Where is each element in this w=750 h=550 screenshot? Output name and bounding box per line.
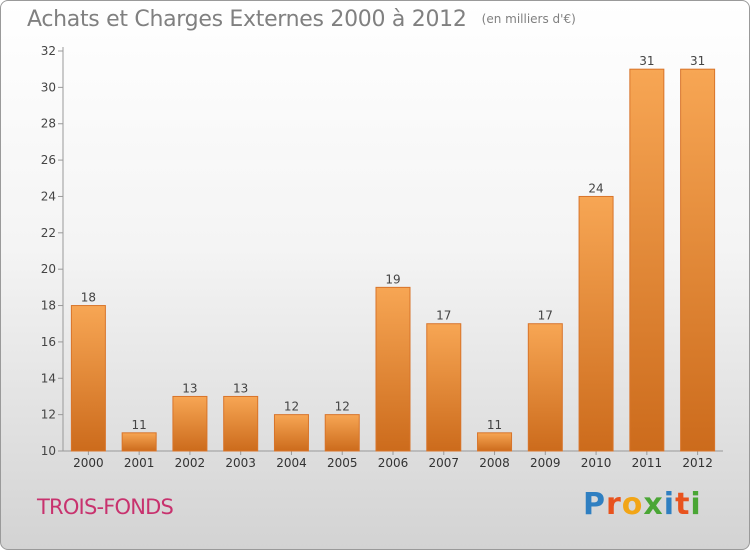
commune-name: TROIS-FONDS	[37, 495, 174, 519]
y-tick-label: 16	[41, 335, 56, 349]
bar-2009	[527, 323, 563, 452]
data-label-2009: 17	[538, 309, 553, 323]
data-label-2001: 11	[132, 418, 147, 432]
data-label-2002: 13	[182, 381, 197, 395]
y-tick-label: 12	[41, 408, 56, 422]
y-tick-label: 26	[41, 153, 56, 167]
x-tick-label: 2001	[124, 456, 155, 470]
y-tick-label: 10	[41, 444, 56, 458]
data-label-2012: 31	[690, 54, 705, 68]
x-tick-label: 2012	[682, 456, 713, 470]
x-tick-label: 2007	[428, 456, 459, 470]
data-label-2000: 18	[81, 291, 96, 305]
data-label-2005: 12	[335, 400, 350, 414]
bar-2008	[477, 432, 513, 452]
data-label-2010: 24	[588, 181, 603, 195]
title-row: Achats et Charges Externes 2000 à 2012 (…	[27, 7, 576, 32]
y-tick-label: 18	[41, 299, 56, 313]
x-tick-label: 2009	[530, 456, 561, 470]
proxiti-logo: Proxiti	[583, 487, 702, 522]
bar-2010	[578, 195, 614, 452]
chart-subtitle: (en milliers d'€)	[481, 12, 576, 26]
data-label-2008: 11	[487, 418, 502, 432]
logo-letter: x	[643, 487, 664, 522]
x-tick-label: 2003	[225, 456, 256, 470]
y-axis: 10 12 14 16 18 20 22 24 26 28 30 32	[41, 44, 64, 458]
data-label-2011: 31	[639, 54, 654, 68]
x-tick-label: 2004	[276, 456, 307, 470]
data-label-2007: 17	[436, 309, 451, 323]
logo-letter: i	[690, 487, 702, 522]
y-tick-label: 22	[41, 226, 56, 240]
x-tick-label: 2000	[73, 456, 104, 470]
logo-letter: o	[621, 487, 644, 522]
bar-2011	[629, 68, 665, 452]
bar-2000	[70, 305, 106, 452]
data-label-2003: 13	[233, 381, 248, 395]
x-tick-label: 2011	[632, 456, 663, 470]
y-tick-label: 28	[41, 117, 56, 131]
y-tick-label: 32	[41, 44, 56, 58]
y-tick-label: 14	[41, 371, 56, 385]
data-label-2004: 12	[284, 400, 299, 414]
logo-letter: r	[606, 487, 622, 522]
bar-2003	[223, 395, 259, 452]
bar-2001	[121, 432, 157, 452]
logo-letter: t	[675, 487, 691, 522]
data-label-2006: 19	[385, 272, 400, 286]
bar-2004	[273, 414, 309, 452]
bar-2007	[426, 323, 462, 452]
x-tick-label: 2002	[175, 456, 206, 470]
y-tick-label: 20	[41, 262, 56, 276]
x-tick-label: 2008	[479, 456, 510, 470]
bars: 18 11 13 13 12 12 19 17 11 17 24 31 31	[70, 54, 716, 452]
y-tick-label: 30	[41, 80, 56, 94]
x-tick-label: 2006	[378, 456, 409, 470]
bar-2012	[680, 68, 716, 452]
x-tick-label: 2005	[327, 456, 358, 470]
logo-letter: i	[663, 487, 676, 522]
y-tick-label: 24	[41, 189, 56, 203]
bar-2005	[324, 414, 360, 452]
chart-title: Achats et Charges Externes 2000 à 2012	[27, 7, 467, 32]
x-axis: 2000 2001 2002 2003 2004 2005 2006 2007 2008 2009…	[63, 450, 723, 470]
bar-2006	[375, 286, 411, 452]
bar-2002	[172, 395, 208, 452]
logo-letter: P	[583, 487, 606, 522]
x-tick-label: 2010	[581, 456, 612, 470]
